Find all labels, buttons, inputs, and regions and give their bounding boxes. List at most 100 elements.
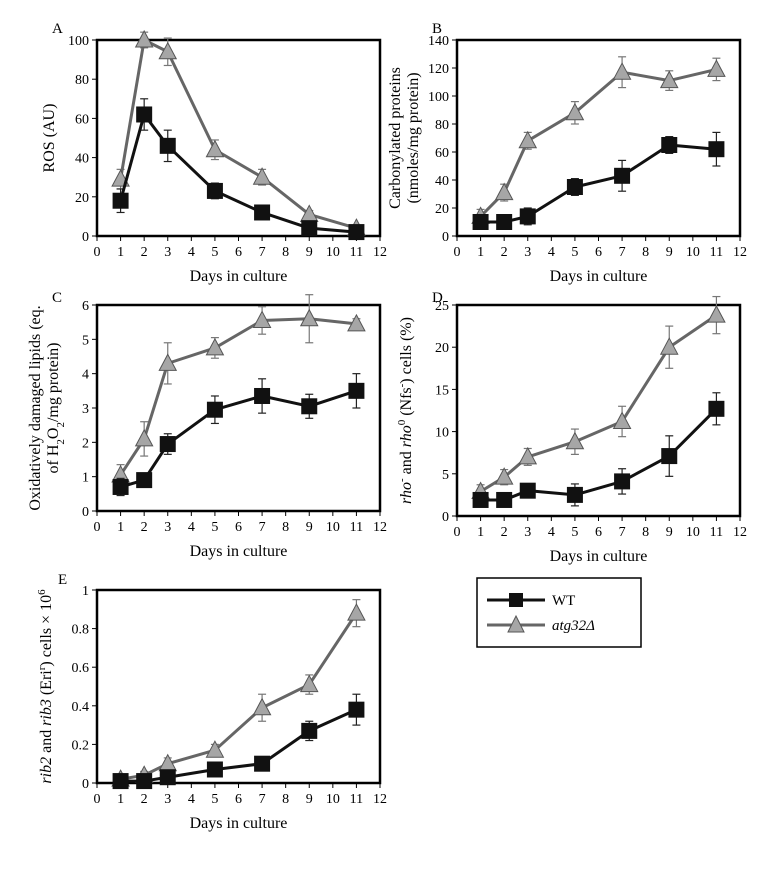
series-wt: [112, 98, 365, 241]
x-tick-label: 12: [733, 245, 747, 260]
legend-box: [476, 577, 642, 648]
x-tick-label: 1: [117, 792, 124, 807]
data-point-triangle: [347, 603, 366, 621]
data-point-triangle: [518, 130, 538, 149]
y-tick-label: 5: [82, 333, 89, 348]
data-point-square: [301, 722, 318, 739]
panel-letter: A: [52, 21, 63, 37]
x-tick-label: 3: [524, 245, 531, 260]
x-tick-label: 12: [733, 525, 747, 540]
x-tick-label: 5: [211, 520, 218, 535]
data-point-square: [206, 182, 223, 199]
x-tick-label: 7: [619, 245, 626, 260]
data-point-triangle: [205, 337, 225, 356]
y-tick-label: 20: [75, 191, 89, 206]
data-point-square: [614, 473, 631, 490]
x-tick-label: 11: [350, 792, 363, 807]
y-axis-label: rho- and rho0 (Nfs-) cells (%): [396, 317, 415, 504]
data-point-triangle: [659, 337, 679, 355]
x-axis-label: Days in culture: [550, 548, 648, 565]
x-tick-label: 11: [350, 245, 363, 260]
data-point-square: [136, 773, 153, 790]
data-point-triangle: [252, 310, 272, 328]
data-point-square: [519, 208, 536, 225]
x-tick-label: 4: [548, 245, 555, 260]
x-tick-label: 6: [235, 245, 242, 260]
x-tick-label: 4: [188, 520, 195, 535]
series-line: [480, 143, 717, 224]
x-tick-label: 0: [454, 525, 461, 540]
series-line: [480, 407, 718, 502]
data-point-square: [348, 224, 365, 241]
data-point-triangle: [158, 353, 178, 371]
legend-wt-marker: [509, 593, 523, 607]
data-point-square: [496, 491, 513, 508]
y-tick-label: 3: [82, 402, 89, 417]
panel-letter: B: [432, 21, 442, 37]
y-tick-label: 100: [428, 90, 449, 105]
y-tick-label: 0.8: [72, 623, 90, 638]
x-tick-label: 10: [686, 245, 700, 260]
data-point-triangle: [565, 431, 585, 450]
data-point-triangle: [252, 167, 272, 185]
data-point-square: [206, 401, 223, 418]
data-point-square: [254, 755, 271, 772]
y-tick-label: 1: [82, 471, 89, 486]
series-wt: [112, 693, 365, 790]
series-wt: [112, 373, 365, 497]
series-line: [479, 67, 717, 218]
data-point-square: [566, 486, 583, 503]
data-point-triangle: [134, 428, 154, 447]
x-tick-label: 2: [141, 245, 148, 260]
series-line: [120, 612, 358, 781]
y-tick-label: 20: [435, 202, 449, 217]
x-tick-label: 8: [282, 245, 289, 260]
data-point-square: [348, 701, 365, 718]
x-tick-label: 3: [164, 792, 171, 807]
y-tick-label: 0: [82, 505, 89, 520]
legend-wt-label: WT: [552, 593, 575, 609]
x-tick-label: 6: [595, 525, 602, 540]
y-tick-label: 5: [442, 468, 449, 483]
x-tick-label: 9: [306, 520, 313, 535]
series-atg32: [111, 599, 366, 787]
x-tick-label: 9: [306, 245, 313, 260]
y-axis-label: rib2 and rib3 (Erir) cells × 106: [36, 589, 55, 784]
data-point-square: [159, 436, 176, 453]
y-tick-label: 20: [435, 341, 449, 356]
data-point-triangle: [707, 59, 726, 77]
x-tick-label: 11: [710, 525, 723, 540]
data-point-triangle: [299, 308, 319, 327]
y-tick-label: 0: [82, 230, 89, 245]
y-axis-label-line1: Oxidatively damaged lipids (eq.: [27, 305, 44, 510]
data-point-square: [301, 220, 318, 237]
series-atg32: [471, 295, 726, 500]
y-tick-label: 120: [428, 62, 449, 77]
x-tick-label: 0: [94, 792, 101, 807]
data-point-triangle: [205, 139, 225, 158]
x-tick-label: 12: [373, 520, 387, 535]
x-tick-label: 6: [595, 245, 602, 260]
data-point-triangle: [565, 102, 585, 121]
y-tick-label: 0: [82, 777, 89, 792]
data-point-triangle: [205, 740, 225, 758]
data-point-square: [566, 179, 583, 195]
y-axis-label-line2: of H2O2/mg protein): [45, 343, 67, 474]
series-atg32: [111, 294, 366, 486]
x-tick-label: 2: [141, 520, 148, 535]
data-point-triangle: [612, 411, 632, 429]
y-tick-label: 4: [82, 368, 89, 383]
data-point-square: [496, 214, 513, 230]
y-tick-label: 1: [82, 584, 89, 599]
x-tick-label: 8: [642, 525, 649, 540]
x-tick-label: 3: [164, 245, 171, 260]
data-point-square: [254, 204, 271, 221]
x-tick-label: 5: [571, 525, 578, 540]
x-tick-label: 0: [94, 245, 101, 260]
y-tick-label: 60: [75, 112, 89, 127]
series-line: [479, 313, 718, 493]
x-tick-label: 3: [524, 525, 531, 540]
x-tick-label: 7: [619, 525, 626, 540]
